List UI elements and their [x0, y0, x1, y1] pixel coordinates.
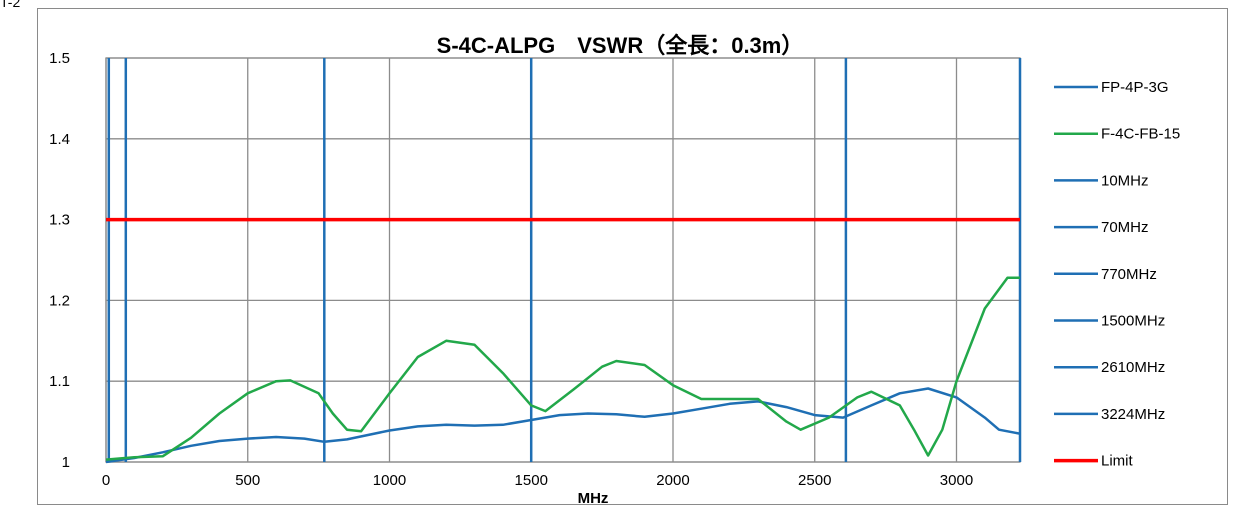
x-tick-label: 0	[102, 472, 110, 489]
y-tick-label: 1	[62, 454, 70, 471]
x-tick-label: 1000	[373, 472, 406, 489]
y-tick-label: 1.4	[49, 131, 70, 148]
legend-label-1500mhz: 1500MHz	[1101, 313, 1165, 330]
legend-label-770mhz: 770MHz	[1101, 266, 1157, 283]
chart-frame	[37, 8, 1228, 505]
y-tick-label: 1.3	[49, 212, 70, 229]
legend-label-70mhz: 70MHz	[1101, 219, 1149, 236]
chart-title: S-4C-ALPG VSWR（全長：0.3m）	[437, 33, 804, 58]
y-tick-label: 1.2	[49, 292, 70, 309]
legend-label-2610mhz: 2610MHz	[1101, 359, 1165, 376]
x-tick-label: 500	[235, 472, 260, 489]
legend-label-10mhz: 10MHz	[1101, 172, 1149, 189]
x-tick-label: 1500	[515, 472, 548, 489]
x-tick-label: 3000	[940, 472, 973, 489]
x-tick-label: 2000	[656, 472, 689, 489]
legend-label-3224mhz: 3224MHz	[1101, 406, 1165, 423]
x-axis-label: MHz	[578, 490, 609, 506]
legend-label-f-4c-fb-15: F-4C-FB-15	[1101, 126, 1180, 143]
y-tick-label: 1.5	[49, 50, 70, 67]
y-tick-label: 1.1	[49, 373, 70, 390]
series-line-fp-4p-3g	[105, 387, 1021, 464]
x-tick-label: 2500	[798, 472, 831, 489]
legend-label-fp-4p-3g: FP-4P-3G	[1101, 79, 1169, 96]
series-line-f-4c-fb-15	[105, 276, 1020, 461]
legend-label-limit: Limit	[1101, 453, 1134, 470]
sheet-label: T-2	[0, 0, 21, 10]
